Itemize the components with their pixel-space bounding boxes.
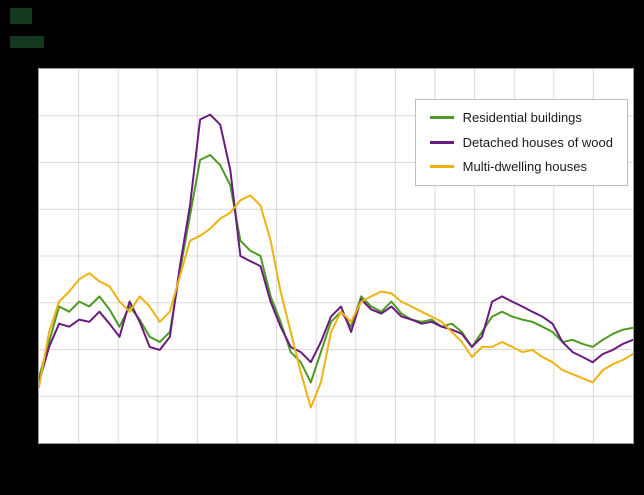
legend-label-multidwelling: Multi-dwelling houses [462, 159, 587, 175]
legend-item-detached: Detached houses of wood [429, 134, 613, 151]
legend-item-multidwelling: Multi-dwelling houses [429, 159, 613, 175]
legend-label-residential: Residential buildings [462, 110, 582, 125]
logo-mark-top [10, 8, 32, 24]
plot-area: Residential buildings Detached houses of… [38, 68, 634, 444]
legend-item-residential: Residential buildings [429, 110, 613, 126]
legend-label-detached: Detached houses of wood [462, 134, 613, 150]
line-chart-canvas [39, 69, 633, 443]
residential-line-swatch [429, 116, 454, 120]
multidwelling-line-swatch [429, 165, 454, 169]
chart-legend: Residential buildings Detached houses of… [414, 99, 628, 186]
logo-mark-bottom [10, 36, 44, 48]
detached-line-swatch [429, 140, 454, 144]
